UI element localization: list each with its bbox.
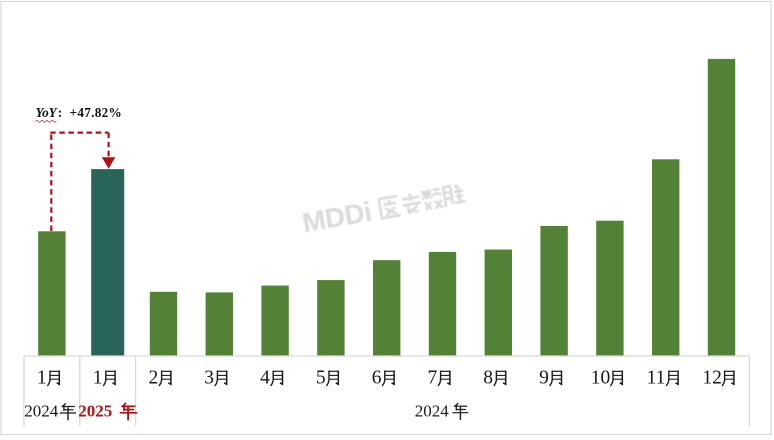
svg-text:3: 3 (204, 368, 214, 389)
svg-text:1: 1 (93, 368, 103, 389)
svg-text:12: 12 (702, 368, 722, 389)
svg-text:11: 11 (647, 368, 666, 389)
svg-text:4: 4 (260, 368, 270, 389)
svg-text:10: 10 (591, 368, 611, 389)
svg-text:2024: 2024 (415, 402, 450, 421)
svg-text:6: 6 (372, 368, 382, 389)
svg-text:1: 1 (37, 368, 47, 389)
svg-text:2: 2 (149, 368, 159, 389)
svg-text:7: 7 (428, 368, 438, 389)
svg-text:9: 9 (539, 368, 549, 389)
svg-text:2024: 2024 (24, 402, 59, 421)
svg-text:YoY:+47.82%: YoY: +47.82% (36, 105, 122, 120)
svg-text:8: 8 (483, 368, 493, 389)
svg-text:5: 5 (316, 368, 326, 389)
svg-text:2025: 2025 (78, 402, 112, 421)
